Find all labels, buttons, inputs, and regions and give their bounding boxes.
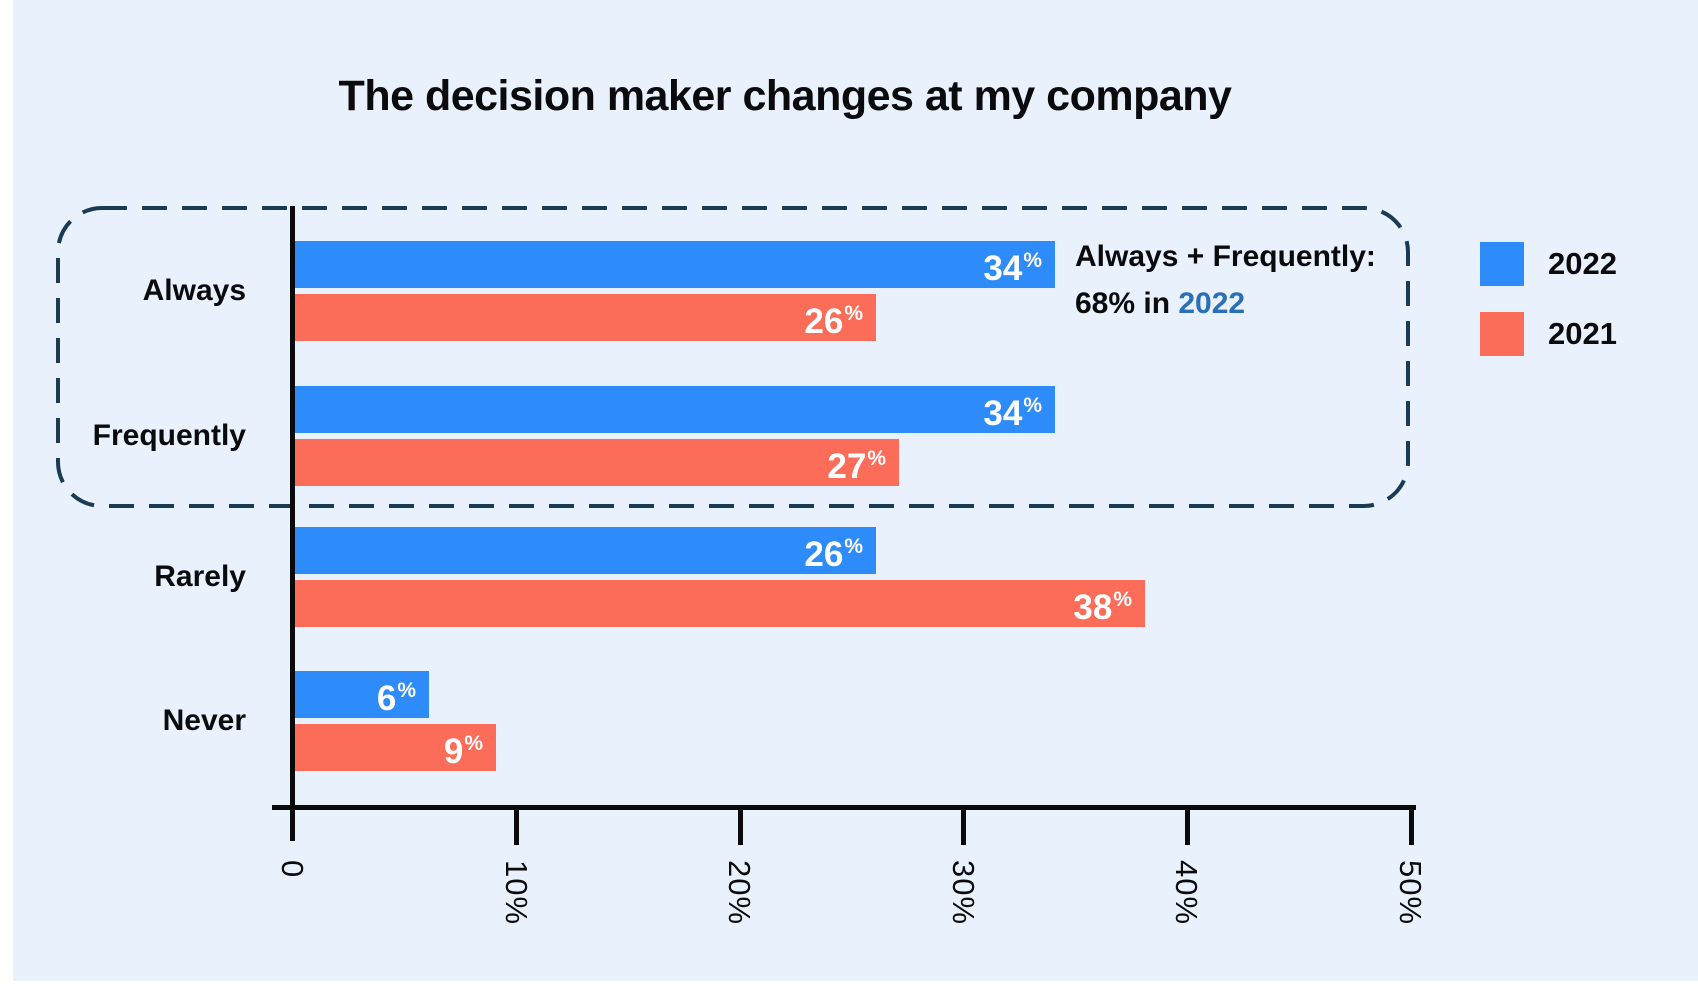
axis-tick-label: 40% xyxy=(1169,860,1204,926)
bar-2022-always: 34% xyxy=(295,241,1055,288)
annotation-line2-prefix: 68% in xyxy=(1075,287,1179,320)
x-axis-line xyxy=(272,805,1416,810)
y-axis-line xyxy=(290,206,295,841)
axis-tick-label: 20% xyxy=(722,860,757,926)
axis-tick-label: 30% xyxy=(946,860,981,926)
axis-tick xyxy=(738,805,743,845)
annotation-callout: Always + Frequently: 68% in 2022 xyxy=(1075,233,1376,327)
bar-2021-frequently: 27% xyxy=(295,439,899,486)
legend-item-2021: 2021 xyxy=(1480,312,1617,356)
bar-value-label: 34% xyxy=(983,249,1042,288)
bar-2021-never: 9% xyxy=(295,724,496,771)
bar-2022-never: 6% xyxy=(295,671,429,718)
annotation-line2: 68% in 2022 xyxy=(1075,280,1376,327)
axis-tick-label: 50% xyxy=(1393,860,1428,926)
bar-value-label: 26% xyxy=(804,302,863,341)
annotation-line1: Always + Frequently: xyxy=(1075,240,1376,273)
bar-value-label: 6% xyxy=(376,679,416,718)
bar-value-label: 27% xyxy=(827,447,886,486)
legend-item-2022: 2022 xyxy=(1480,242,1617,286)
chart-title: The decision maker changes at my company xyxy=(338,72,1232,120)
axis-tick xyxy=(514,805,519,845)
bar-value-label: 38% xyxy=(1073,588,1132,627)
legend: 2022 2021 xyxy=(1480,242,1617,382)
bar-2022-rarely: 26% xyxy=(295,527,876,574)
bar-value-label: 34% xyxy=(983,394,1042,433)
legend-swatch-2021 xyxy=(1480,312,1524,356)
legend-swatch-2022 xyxy=(1480,242,1524,286)
axis-tick xyxy=(1185,805,1190,845)
axis-tick xyxy=(1409,805,1414,845)
bar-2021-always: 26% xyxy=(295,294,876,341)
axis-tick-label: 10% xyxy=(499,860,534,926)
axis-tick xyxy=(961,805,966,845)
bar-2022-frequently: 34% xyxy=(295,386,1055,433)
category-label-frequently: Frequently xyxy=(92,419,246,452)
category-label-always: Always xyxy=(142,274,246,307)
highlight-region-dashed-box xyxy=(56,206,1410,508)
annotation-year-highlight: 2022 xyxy=(1178,287,1246,320)
bar-value-label: 26% xyxy=(804,535,863,574)
legend-label-2022: 2022 xyxy=(1548,246,1617,281)
category-label-rarely: Rarely xyxy=(154,560,246,593)
bar-value-label: 9% xyxy=(443,732,483,771)
category-label-never: Never xyxy=(162,704,246,737)
legend-label-2021: 2021 xyxy=(1548,316,1617,351)
bar-2021-rarely: 38% xyxy=(295,580,1145,627)
axis-tick-label: 0 xyxy=(275,860,310,879)
